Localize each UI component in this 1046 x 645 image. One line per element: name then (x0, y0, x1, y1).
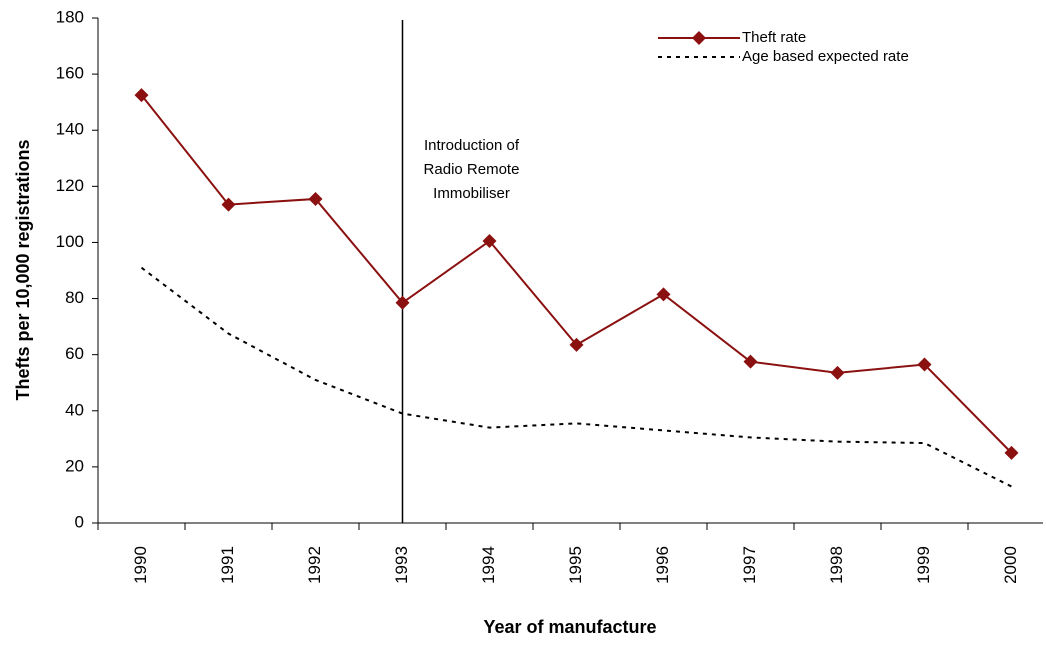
data-point (482, 234, 497, 249)
x-tick-label: 1995 (566, 546, 585, 584)
data-point (308, 191, 323, 206)
legend-label: Theft rate (742, 29, 806, 46)
x-tick-label: 1999 (914, 546, 933, 584)
series-line (140, 266, 1012, 488)
annotation-text: Introduction of (424, 137, 520, 154)
data-point (134, 88, 149, 103)
data-point (830, 365, 845, 380)
x-tick-label: 1998 (827, 546, 846, 584)
x-axis-title: Year of manufacture (483, 617, 656, 637)
data-point (743, 354, 758, 369)
series-line (140, 94, 1013, 454)
x-tick-label: 1990 (131, 546, 150, 584)
x-tick-label: 1996 (653, 546, 672, 584)
y-tick-label: 120 (56, 176, 84, 195)
data-point (917, 357, 932, 372)
x-tick-label: 1993 (392, 546, 411, 584)
y-tick-label: 100 (56, 232, 84, 251)
legend-label: Age based expected rate (742, 48, 909, 65)
x-tick-label: 1994 (479, 546, 498, 584)
y-tick-label: 80 (65, 288, 84, 307)
y-tick-label: 0 (75, 512, 84, 531)
y-tick-label: 160 (56, 64, 84, 83)
data-point (221, 197, 236, 212)
x-tick-label: 1997 (740, 546, 759, 584)
annotation-text: Immobiliser (433, 185, 510, 202)
x-tick-label: 1992 (305, 546, 324, 584)
data-point (656, 287, 671, 302)
data-point (1004, 445, 1019, 460)
legend-marker (692, 31, 706, 45)
y-tick-label: 140 (56, 120, 84, 139)
y-tick-label: 180 (56, 7, 84, 26)
data-point (395, 295, 410, 310)
y-tick-label: 60 (65, 344, 84, 363)
annotation-text: Radio Remote (424, 161, 520, 178)
x-tick-label: 1991 (218, 546, 237, 584)
x-tick-label: 2000 (1001, 546, 1020, 584)
y-tick-label: 20 (65, 456, 84, 475)
y-tick-label: 40 (65, 400, 84, 419)
y-axis-title: Thefts per 10,000 registrations (13, 139, 33, 400)
data-point (569, 337, 584, 352)
